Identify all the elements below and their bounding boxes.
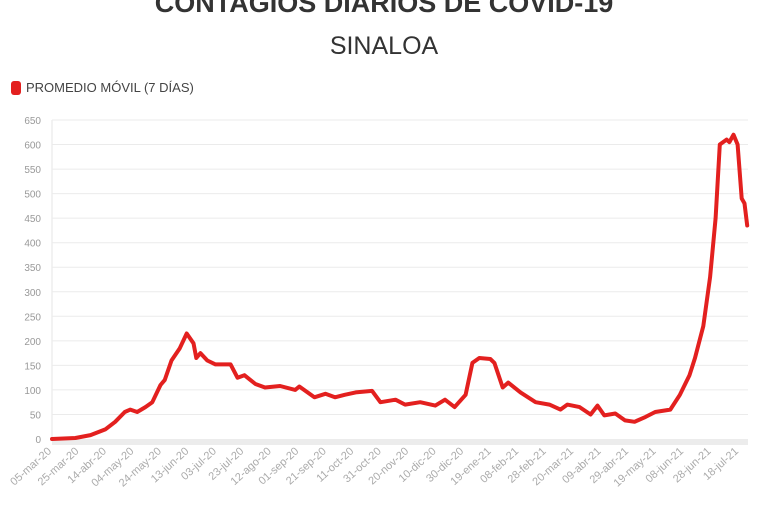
x-axis-band [52,439,748,445]
y-tick-label: 650 [24,116,41,127]
y-tick-label: 200 [24,337,41,348]
y-tick-label: 250 [24,312,41,323]
y-tick-label: 400 [24,239,41,250]
chart-subtitle: SINALOA [329,32,439,60]
y-tick-label: 550 [24,165,41,176]
chart-title: CONTAGIOS DIARIOS DE COVID-19 [154,0,614,18]
y-tick-label: 150 [24,361,41,372]
y-tick-label: 450 [24,214,41,225]
y-tick-label: 300 [24,288,41,299]
series-line [50,132,750,441]
y-tick-label: 50 [30,410,42,421]
legend: PROMEDIO MÓVIL (7 DÍAS) [11,80,194,95]
y-tick-label: 350 [24,263,41,274]
legend-label: PROMEDIO MÓVIL (7 DÍAS) [26,80,194,95]
y-tick-label: 600 [24,141,41,152]
y-tick-label: 0 [35,435,41,446]
y-tick-label: 500 [24,190,41,201]
legend-swatch [11,80,21,95]
y-tick-label: 100 [24,386,41,397]
